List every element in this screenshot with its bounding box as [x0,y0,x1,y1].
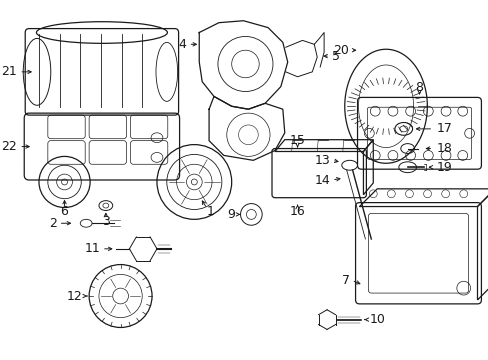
Text: 14: 14 [314,174,329,186]
Text: 7: 7 [341,274,349,287]
Text: 21: 21 [1,66,17,78]
Text: 15: 15 [289,134,305,147]
Text: 8: 8 [415,81,423,94]
Text: 19: 19 [435,161,451,174]
Text: 20: 20 [332,44,348,57]
Text: 18: 18 [435,142,451,155]
Text: 16: 16 [289,205,305,218]
Text: 6: 6 [61,205,68,218]
Text: 3: 3 [102,215,109,228]
Text: 22: 22 [1,140,17,153]
Text: 5: 5 [331,50,339,63]
Text: 9: 9 [227,208,235,221]
Text: 17: 17 [435,122,451,135]
Text: 1: 1 [207,205,215,218]
Text: 2: 2 [49,217,57,230]
Text: 12: 12 [66,289,82,302]
Text: 11: 11 [84,242,100,255]
Text: 13: 13 [314,154,329,167]
Text: 10: 10 [368,313,385,326]
Text: 4: 4 [178,38,186,51]
